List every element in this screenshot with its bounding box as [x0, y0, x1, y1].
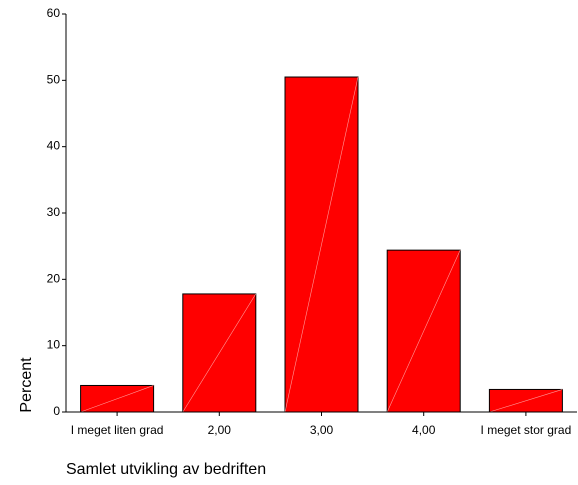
y-tick-label: 40	[47, 139, 61, 153]
bar-shading-5	[489, 389, 563, 413]
bar-shading-3	[284, 76, 359, 413]
y-ticks-layer: 0 10 20 30 40 50 60	[47, 6, 66, 418]
bar-shading-1	[80, 385, 154, 413]
bar-shading-2	[182, 293, 257, 413]
y-tick-label: 60	[47, 6, 61, 20]
bars-layer	[80, 76, 563, 413]
x-tick-label: 3,00	[310, 423, 334, 437]
x-tick-label: I meget stor grad	[481, 423, 572, 437]
x-ticks-layer: I meget liten grad 2,00 3,00 4,00 I meget st…	[71, 412, 572, 437]
x-tick-label: 2,00	[208, 423, 232, 437]
y-tick-label: 50	[47, 72, 61, 86]
x-tick-label: 4,00	[412, 423, 436, 437]
y-tick-label: 0	[53, 404, 60, 418]
y-tick-label: 30	[47, 205, 61, 219]
y-tick-label: 20	[47, 271, 61, 285]
y-axis-title: Percent	[18, 357, 35, 413]
x-tick-label: I meget liten grad	[71, 423, 164, 437]
y-tick-label: 10	[47, 338, 61, 352]
x-axis-title: Samlet utvikling av bedriften	[66, 461, 266, 478]
bar-shading-4	[386, 250, 461, 413]
